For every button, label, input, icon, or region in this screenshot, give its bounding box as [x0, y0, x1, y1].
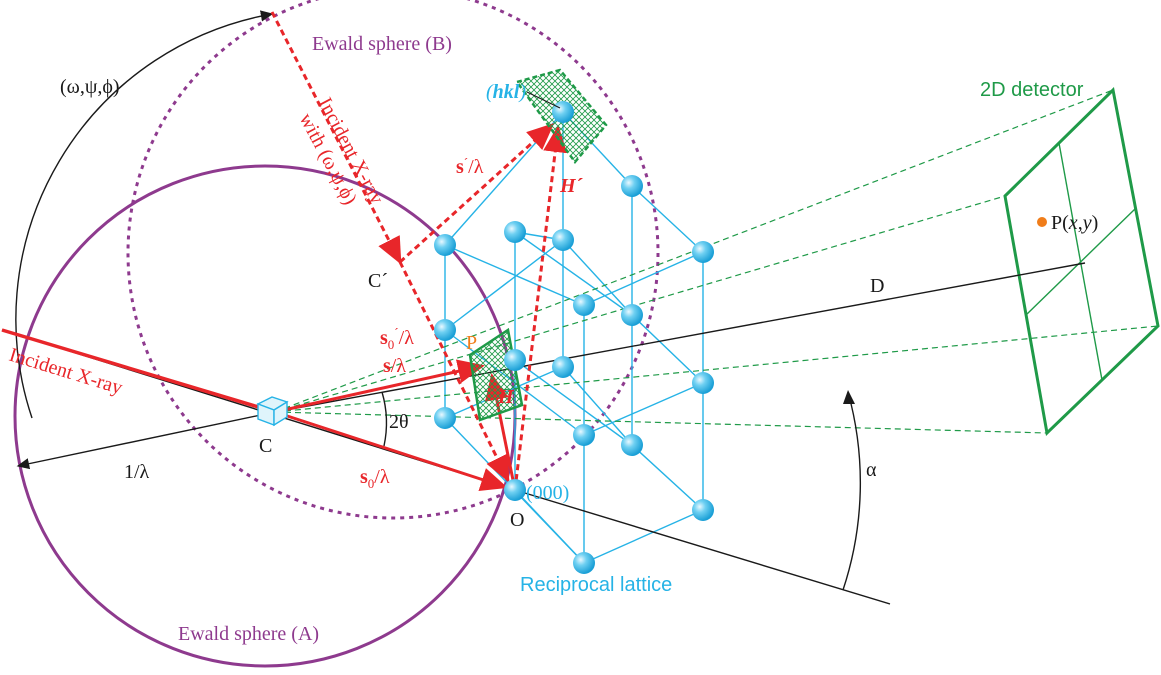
ewald-sphere-b-label: Ewald sphere (B): [312, 33, 452, 55]
lattice-node: [434, 234, 456, 256]
lattice-node: [504, 349, 526, 371]
lattice-node-hkl: [552, 101, 574, 123]
point-p-small-label: P: [466, 332, 477, 354]
h-vector-label: H: [497, 386, 515, 408]
diffracted-beam-axis: [274, 262, 1086, 413]
hkl-label: (hkl): [486, 81, 526, 103]
incident-xray-beam: [1, 328, 276, 414]
alpha-arc-arrow: [843, 390, 855, 404]
s0-prime-vector-label: s0´/λ: [380, 325, 414, 352]
rotated-incident-label: Incident X-ray with (ω,ψ,ϕ): [295, 94, 388, 208]
crystal-sample: [256, 396, 289, 427]
s-vector-label: s/λ: [383, 355, 406, 377]
lattice-node: [692, 499, 714, 521]
s-prime-vector-label: s´/λ: [456, 155, 484, 178]
alpha-label: α: [866, 459, 877, 481]
reciprocal-lattice-nodes: [434, 101, 714, 574]
detector-frame: [1003, 86, 1160, 437]
lattice-node: [573, 294, 595, 316]
alpha-arc: [842, 391, 861, 591]
hkl-leader: [526, 91, 561, 109]
inv-lambda-arrow: [16, 411, 276, 470]
distance-d-label: D: [870, 275, 884, 297]
detector-label: 2D detector: [980, 79, 1084, 101]
transmitted-beam-axis: [514, 489, 891, 605]
diffraction-patch: [468, 327, 524, 422]
ewald-sphere-b-circle: [126, 0, 660, 520]
two-theta-label: 2θ: [389, 411, 409, 433]
angles-label: (ω,ψ,ϕ): [60, 76, 120, 98]
s-vector: [274, 359, 485, 414]
lattice-node: [504, 221, 526, 243]
lattice-node: [573, 424, 595, 446]
center-c-prime-label: C´: [368, 270, 388, 292]
two-theta-arc: [381, 391, 388, 447]
rotated-incident-xray: [270, 11, 402, 265]
lattice-node: [552, 229, 574, 251]
lattice-node: [434, 319, 456, 341]
lattice-node: [621, 175, 643, 197]
origin-index-label: (000): [526, 482, 569, 504]
lattice-node: [573, 552, 595, 574]
lattice-node: [621, 304, 643, 326]
lattice-node: [621, 434, 643, 456]
point-p-label: P(x,y): [1051, 212, 1098, 234]
lattice-node-origin: [504, 479, 526, 501]
detector-point-p: [1037, 217, 1047, 227]
s0-vector: [274, 410, 508, 491]
reciprocal-lattice-grid: [444, 111, 704, 564]
lattice-node: [692, 241, 714, 263]
detector-projection-lines: [274, 89, 1159, 434]
lattice-node: [434, 407, 456, 429]
s-prime-vector: [398, 122, 555, 264]
center-c-label: C: [259, 435, 272, 457]
s0-prime-vector: [398, 261, 510, 483]
goniometer-arc: [15, 10, 274, 419]
reciprocal-lattice-label: Reciprocal lattice: [520, 574, 672, 596]
ewald-sphere-a-label: Ewald sphere (A): [178, 623, 319, 645]
h-prime-vector-label: H´: [559, 175, 584, 197]
s0-vector-label: s0/λ: [360, 466, 390, 491]
origin-label: O: [510, 509, 524, 531]
inv-lambda-label: 1/λ: [124, 461, 150, 483]
h-prime-vector: [513, 125, 568, 491]
lattice-node: [552, 356, 574, 378]
lattice-node: [692, 372, 714, 394]
